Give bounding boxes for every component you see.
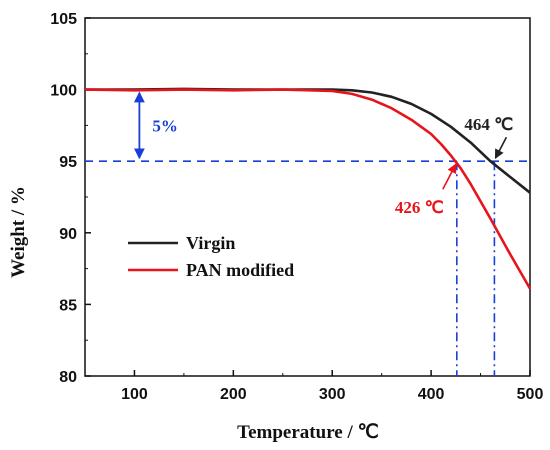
pan-onset-arrow [442, 163, 457, 190]
legend: Virgin PAN modified [128, 233, 294, 280]
x-tick-label: 100 [121, 386, 148, 403]
series-lines [84, 87, 532, 290]
legend-label-virgin: Virgin [186, 233, 235, 253]
x-axis-title: Temperature / ℃ [237, 422, 379, 443]
series-line-virgin [85, 87, 531, 194]
x-tick-label: 400 [418, 386, 445, 403]
y-tick-label: 85 [59, 297, 77, 314]
reference-lines [85, 160, 530, 376]
y-axis-title: Weight / % [8, 186, 29, 278]
y-tick-label: 100 [50, 83, 77, 100]
axis-ticks: 100 200 300 400 500 80 85 90 95 100 105 [50, 11, 543, 403]
plot-frame [84, 17, 531, 377]
x-tick-label: 300 [319, 386, 346, 403]
y-tick-label: 90 [59, 226, 77, 243]
five-percent-label: 5% [152, 116, 178, 135]
y-tick-label: 95 [59, 154, 77, 171]
annotations: 5% 426 ℃ 464 ℃ [133, 91, 513, 217]
y-tick-label: 105 [50, 11, 77, 28]
y-tick-label: 80 [59, 369, 77, 386]
series-line-pan-modified [84, 88, 532, 290]
x-tick-label: 500 [517, 386, 544, 403]
legend-label-pan-modified: PAN modified [186, 260, 294, 280]
x-tick-label: 200 [220, 386, 247, 403]
pan-onset-label: 426 ℃ [395, 198, 444, 217]
virgin-onset-arrow [494, 136, 508, 160]
virgin-onset-label: 464 ℃ [464, 115, 513, 134]
